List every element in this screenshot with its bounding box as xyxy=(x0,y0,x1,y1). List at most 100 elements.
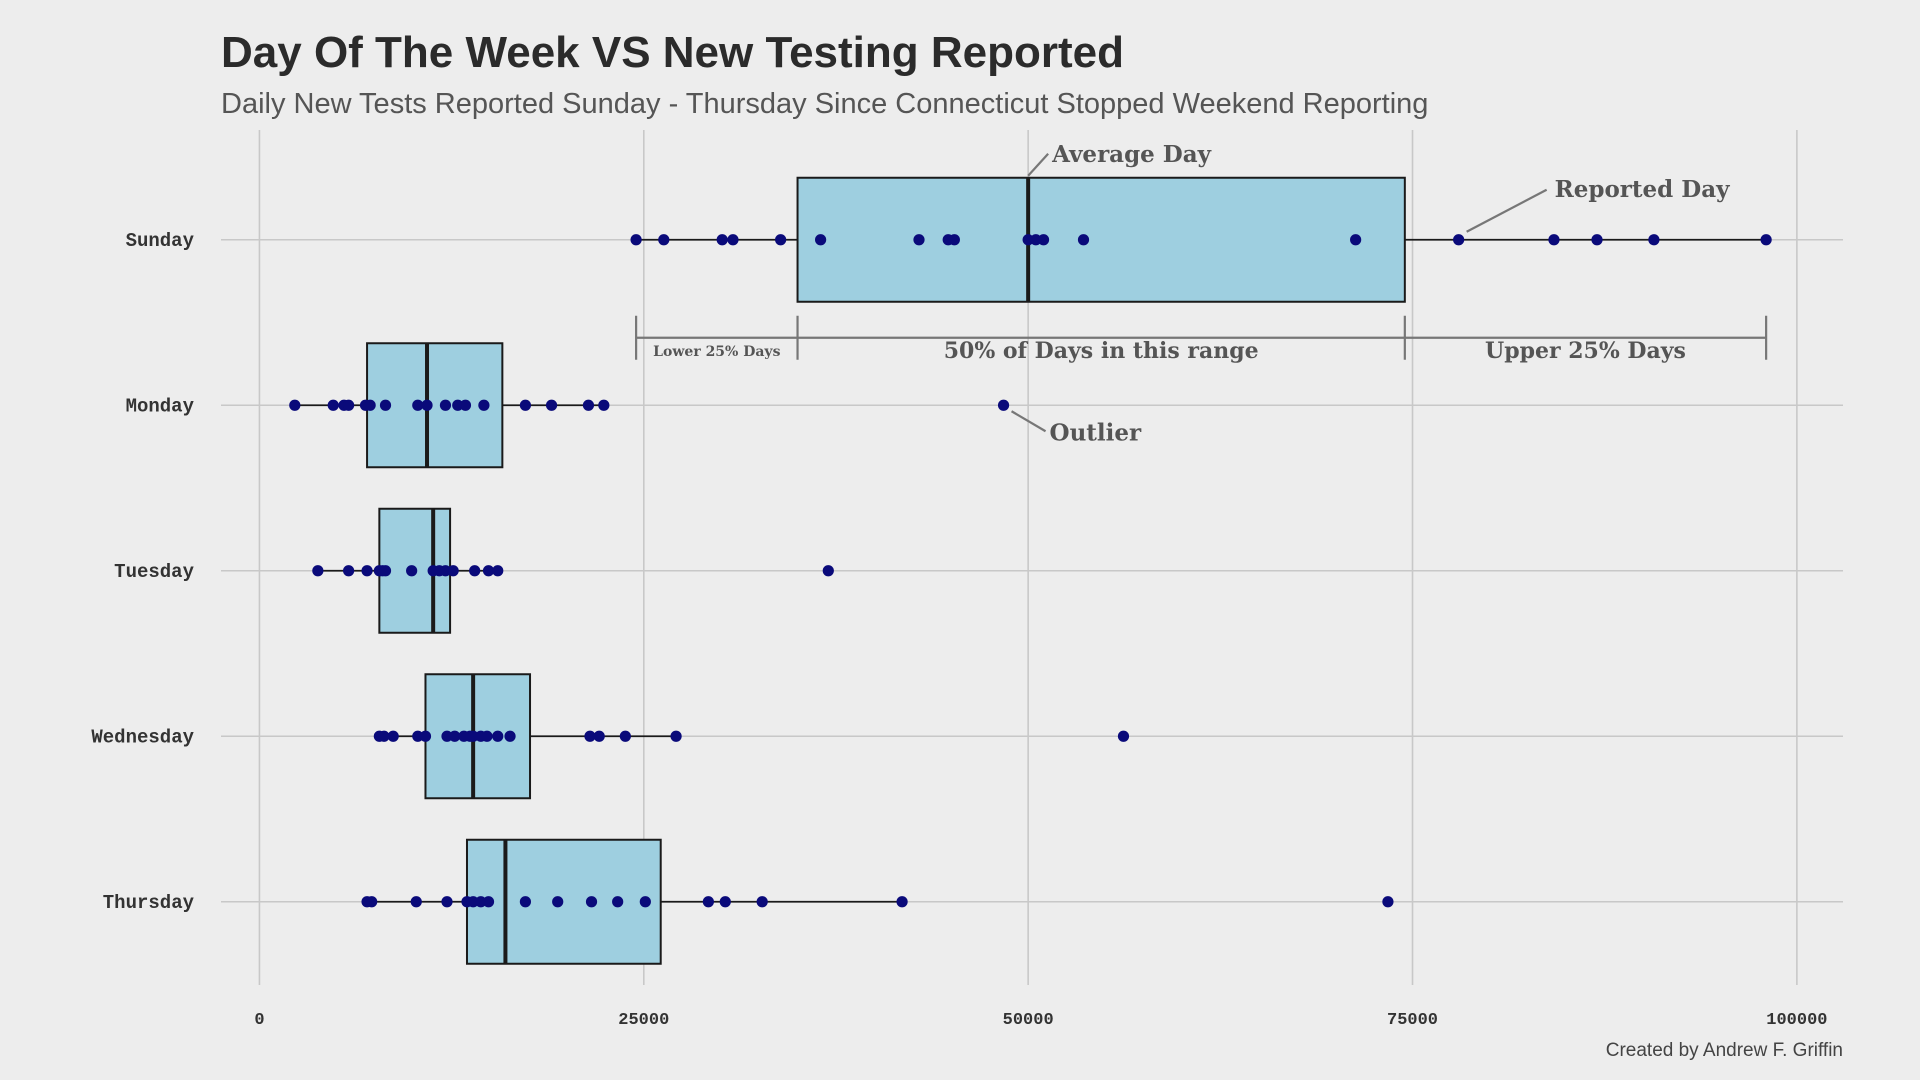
data-point xyxy=(1350,234,1362,246)
data-point xyxy=(410,896,422,908)
data-point xyxy=(447,565,459,577)
data-point xyxy=(1382,896,1394,908)
outlier-label: Outlier xyxy=(1050,419,1142,446)
data-point xyxy=(519,399,532,411)
y-tick-label: Monday xyxy=(126,395,195,417)
data-point xyxy=(366,896,378,908)
data-point xyxy=(1022,234,1034,246)
data-point xyxy=(378,730,390,742)
data-point xyxy=(822,565,834,577)
data-point xyxy=(630,234,642,246)
data-point xyxy=(702,896,714,908)
data-point xyxy=(439,399,452,411)
data-point xyxy=(467,896,479,908)
data-point xyxy=(475,896,487,908)
data-point xyxy=(1648,234,1660,246)
data-point xyxy=(775,234,787,246)
average-day-leader xyxy=(1027,153,1049,177)
data-point xyxy=(1591,234,1603,246)
data-point xyxy=(598,399,610,411)
data-point xyxy=(343,565,355,577)
data-point xyxy=(1030,234,1042,246)
data-point xyxy=(552,896,564,908)
reported-day-leader xyxy=(1466,188,1548,233)
y-tick-label: Tuesday xyxy=(114,561,194,583)
data-point xyxy=(387,730,399,742)
data-point xyxy=(343,399,355,411)
data-point xyxy=(449,730,461,742)
data-point xyxy=(727,234,739,246)
data-point xyxy=(913,234,925,246)
data-point xyxy=(467,730,479,742)
axis-labels: 0 25000 50000 75000 100000 Sunday Monday Tuesda… xyxy=(91,230,1827,1030)
data-point xyxy=(815,234,827,246)
data-point xyxy=(716,234,728,246)
data-point xyxy=(379,565,392,577)
upper-25-label: Upper 25% Days xyxy=(1485,338,1686,364)
data-point xyxy=(1548,234,1560,246)
data-points xyxy=(289,234,1772,908)
box xyxy=(465,838,662,965)
x-tick-label: 75000 xyxy=(1387,1011,1438,1030)
data-point xyxy=(406,565,418,577)
data-point xyxy=(658,234,670,246)
data-point xyxy=(492,730,504,742)
x-tick-label: 50000 xyxy=(1003,1011,1054,1030)
data-point xyxy=(1077,234,1090,246)
data-point xyxy=(756,896,768,908)
data-point xyxy=(504,730,516,742)
data-point xyxy=(478,399,490,411)
data-point xyxy=(452,399,464,411)
x-tick-label: 100000 xyxy=(1766,1011,1827,1030)
chart-caption: Created by Andrew F. Griffin xyxy=(1606,1040,1843,1061)
reported-day-label: Reported Day xyxy=(1555,176,1730,203)
data-point xyxy=(585,896,598,908)
data-point xyxy=(289,399,301,411)
data-point xyxy=(619,730,631,742)
data-point xyxy=(670,730,682,742)
box xyxy=(796,176,1406,303)
data-point xyxy=(459,399,472,411)
data-point xyxy=(519,896,532,908)
data-point xyxy=(441,896,453,908)
data-point xyxy=(361,565,373,577)
y-tick-label: Thursday xyxy=(103,892,195,914)
data-point xyxy=(545,399,558,411)
data-point xyxy=(593,730,605,742)
data-point xyxy=(469,565,481,577)
x-tick-label: 25000 xyxy=(618,1011,669,1030)
middle-50-label: 50% of Days in this range xyxy=(944,338,1259,364)
data-point xyxy=(492,565,504,577)
x-tick-label: 0 xyxy=(254,1011,264,1030)
y-tick-label: Wednesday xyxy=(91,726,194,748)
data-point xyxy=(1117,730,1130,742)
chart-title: Day Of The Week VS New Testing Reported xyxy=(221,28,1124,77)
data-point xyxy=(1760,234,1772,246)
data-point xyxy=(439,565,452,577)
data-point xyxy=(1037,234,1050,246)
data-point xyxy=(1453,234,1465,246)
data-point xyxy=(481,730,493,742)
data-point xyxy=(584,730,596,742)
chart-subtitle: Daily New Tests Reported Sunday - Thursd… xyxy=(221,88,1428,120)
data-point xyxy=(379,399,392,411)
data-point xyxy=(412,399,424,411)
data-point xyxy=(639,896,651,908)
data-point xyxy=(482,896,495,908)
data-point xyxy=(412,730,424,742)
data-point xyxy=(948,234,960,246)
data-point xyxy=(482,565,495,577)
data-point xyxy=(612,896,624,908)
data-point xyxy=(327,399,339,411)
outlier-leader xyxy=(1010,410,1047,433)
data-point xyxy=(419,730,432,742)
data-point xyxy=(896,896,908,908)
average-day-label: Average Day xyxy=(1051,141,1212,168)
data-point xyxy=(421,399,433,411)
data-point xyxy=(997,399,1010,411)
annotations: Lower 25% Days 50% of Days in this range U… xyxy=(635,141,1768,446)
data-point xyxy=(364,399,376,411)
data-point xyxy=(312,565,324,577)
data-point xyxy=(719,896,731,908)
